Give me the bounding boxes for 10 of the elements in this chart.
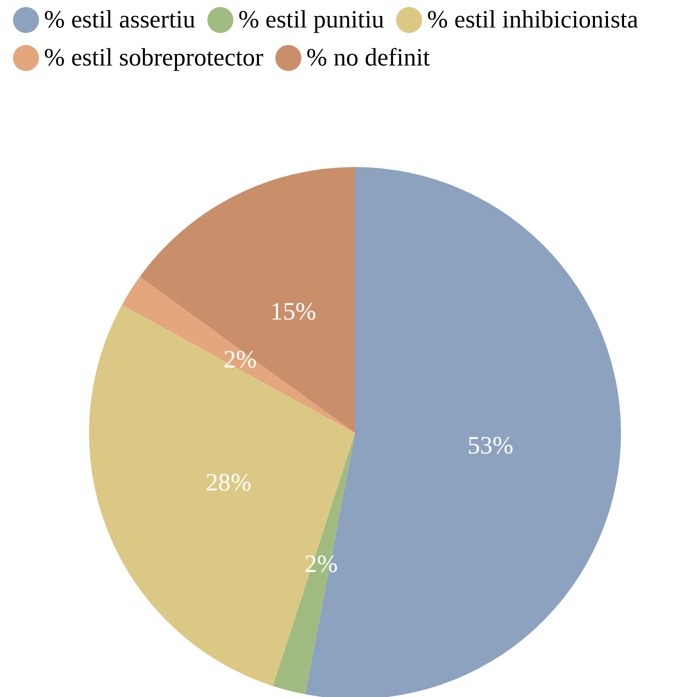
data-label: 28%: [206, 470, 252, 497]
data-label: 15%: [270, 298, 316, 326]
data-label: 2%: [224, 346, 257, 374]
legend-label: % estil sobreprotector: [44, 44, 264, 72]
data-label: 53%: [467, 432, 514, 460]
legend-label: % estil inhibicionista: [427, 6, 638, 34]
legend-label: % estil assertiu: [44, 6, 196, 34]
data-label: 2%: [304, 551, 338, 578]
legend-label: % no definit: [306, 44, 430, 72]
legend-label: % estil punitiu: [238, 6, 385, 34]
